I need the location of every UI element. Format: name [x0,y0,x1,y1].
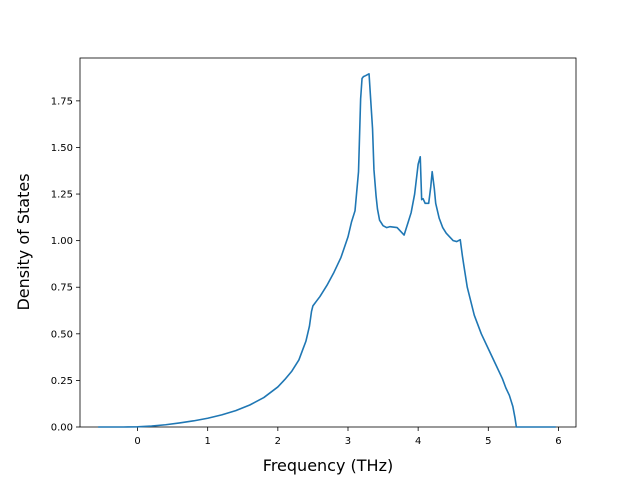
y-tick-label: 1.50 [51,143,73,154]
y-axis-ticks: 0.00 0.25 0.50 0.75 1.00 1.25 1.50 1.75 [51,96,80,434]
y-tick-label: 0.25 [51,376,73,387]
plot-frame [79,57,577,428]
y-tick-label: 1.75 [51,96,73,107]
x-tick-label: 4 [415,436,421,447]
dos-series-line [98,73,556,428]
y-tick-label: 0.00 [51,423,73,434]
x-tick-label: 6 [555,436,561,447]
y-tick-label: 1.25 [51,190,73,201]
x-tick-label: 0 [134,436,140,447]
x-tick-label: 2 [275,436,281,447]
y-tick-label: 1.00 [51,236,73,247]
x-axis-label: Frequency (THz) [263,456,393,475]
y-axis-label: Density of States [14,173,33,310]
y-tick-label: 0.75 [51,283,73,294]
plot-area [79,57,577,428]
x-tick-label: 5 [485,436,491,447]
x-tick-label: 3 [345,436,351,447]
y-tick-label: 0.50 [51,329,73,340]
x-axis-ticks: 0 1 2 3 4 5 6 [134,427,562,447]
series-group [98,73,556,428]
x-tick-label: 1 [204,436,210,447]
